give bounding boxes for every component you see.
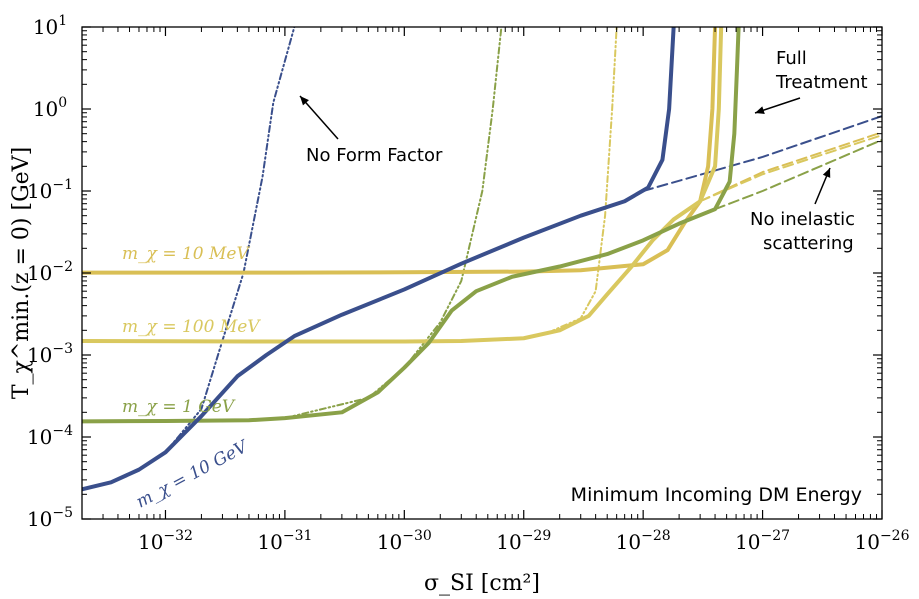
no-form-factor-arrow	[299, 95, 339, 140]
labels-layer: m_χ = 10 MeV m_χ = 100 MeV m_χ = 1 GeV m_χ …	[122, 244, 261, 512]
no-inelastic-arrow-head	[822, 168, 831, 178]
series-line-m-10-gev-no-inelastic	[642, 115, 882, 192]
x-tick-label: 10−30	[377, 528, 432, 554]
annotations-layer: No Form Factor Full Treatment No inelastic s…	[299, 48, 868, 506]
curve-label-m-100-mev: m_χ = 100 MeV	[122, 317, 261, 337]
series-line-m-1-gev-full	[82, 27, 741, 424]
series-line-m-100-mev-no-inelastic	[699, 134, 882, 203]
x-axis-label: σ_SI [cm²]	[424, 571, 540, 596]
full-treatment-label-line2: Treatment	[775, 72, 868, 93]
full-treatment-arrow-head	[755, 106, 765, 114]
curve-label-m-10-mev: m_χ = 10 MeV	[122, 244, 250, 264]
series-line-m-100-mev-no-form-factor	[543, 27, 618, 336]
y-tick-label: 10−1	[27, 177, 73, 203]
series-line-m-10-gev-no-form-factor	[164, 27, 296, 454]
no-inelastic-label-line2: scattering	[763, 233, 854, 254]
no-form-factor-arrow-head	[300, 96, 309, 106]
y-tick-label: 10−2	[27, 259, 73, 285]
curve-label-m-1-gev: m_χ = 1 GeV	[122, 397, 236, 417]
x-tick-label: 10−28	[616, 528, 671, 554]
series-line-m-1-gev-no-form-factor	[283, 27, 503, 420]
y-tick-label: 101	[33, 13, 67, 39]
series-line-m-10-gev-full	[82, 27, 676, 492]
series-line-m-10-mev-full	[82, 27, 718, 275]
y-tick-label: 10−4	[27, 423, 73, 449]
x-tick-label: 10−29	[496, 528, 551, 554]
series-layer	[82, 27, 882, 492]
series-line-m-100-mev-full	[82, 27, 724, 344]
y-axis-label: T_χ^min.(z = 0) [GeV]	[9, 147, 34, 399]
ticks-layer: 10−32 10−31 10−30 10−29 10−28 10−27 10−26 10−5 1…	[27, 13, 910, 554]
x-tick-label: 10−27	[735, 528, 790, 554]
x-tick-label: 10−32	[138, 528, 193, 554]
curve-label-m-10-gev: m_χ = 10 GeV	[133, 436, 252, 512]
series-line-m-10-mev-no-inelastic	[699, 131, 882, 203]
y-tick-label: 100	[33, 95, 67, 121]
axis-labels: σ_SI [cm²] T_χ^min.(z = 0) [GeV]	[9, 147, 540, 596]
plot-title-label: Minimum Incoming DM Energy	[571, 484, 862, 506]
series-line-m-1-gev-no-inelastic	[714, 138, 882, 211]
x-tick-label: 10−31	[257, 528, 312, 554]
x-tick-label: 10−26	[855, 528, 910, 554]
full-treatment-label-line1: Full	[776, 48, 807, 69]
no-inelastic-label-line1: No inelastic	[750, 209, 855, 230]
y-tick-label: 10−3	[27, 341, 73, 367]
plot-frame	[81, 26, 883, 520]
no-form-factor-label: No Form Factor	[306, 145, 443, 166]
y-tick-label: 10−5	[27, 505, 73, 531]
